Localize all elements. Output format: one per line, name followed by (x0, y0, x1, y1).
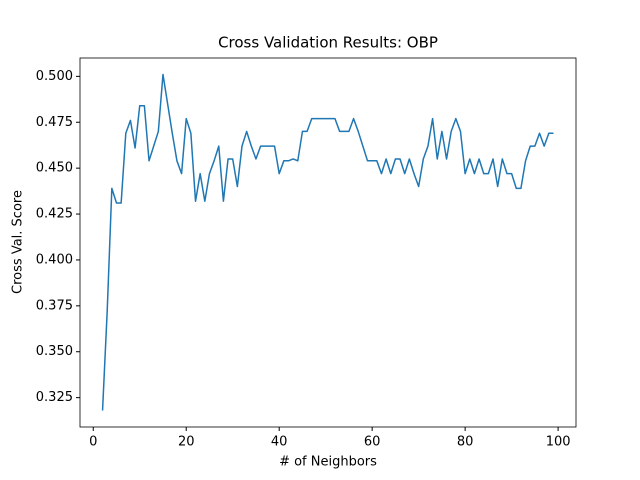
y-tick-label: 0.325 (36, 390, 73, 405)
y-tick-label: 0.400 (36, 252, 73, 267)
data-line (101, 73, 554, 411)
y-axis-label: Cross Val. Score (11, 190, 26, 294)
x-tick-label: 80 (457, 435, 474, 450)
x-tick-label: 0 (89, 435, 97, 450)
plot-frame (79, 57, 577, 428)
x-axis-label: # of Neighbors (279, 455, 377, 470)
y-tick-label: 0.350 (36, 344, 73, 359)
x-tick-label: 40 (271, 435, 288, 450)
y-tick-label: 0.500 (36, 69, 73, 84)
x-tick-label: 20 (178, 435, 195, 450)
y-tick-label: 0.375 (36, 298, 73, 313)
y-tick-label: 0.475 (36, 115, 73, 130)
x-tick-label: 100 (546, 435, 571, 450)
y-tick-label: 0.425 (36, 207, 73, 222)
y-tick-label: 0.450 (36, 161, 73, 176)
x-tick-label: 60 (364, 435, 381, 450)
chart-title: Cross Validation Results: OBP (218, 34, 438, 52)
